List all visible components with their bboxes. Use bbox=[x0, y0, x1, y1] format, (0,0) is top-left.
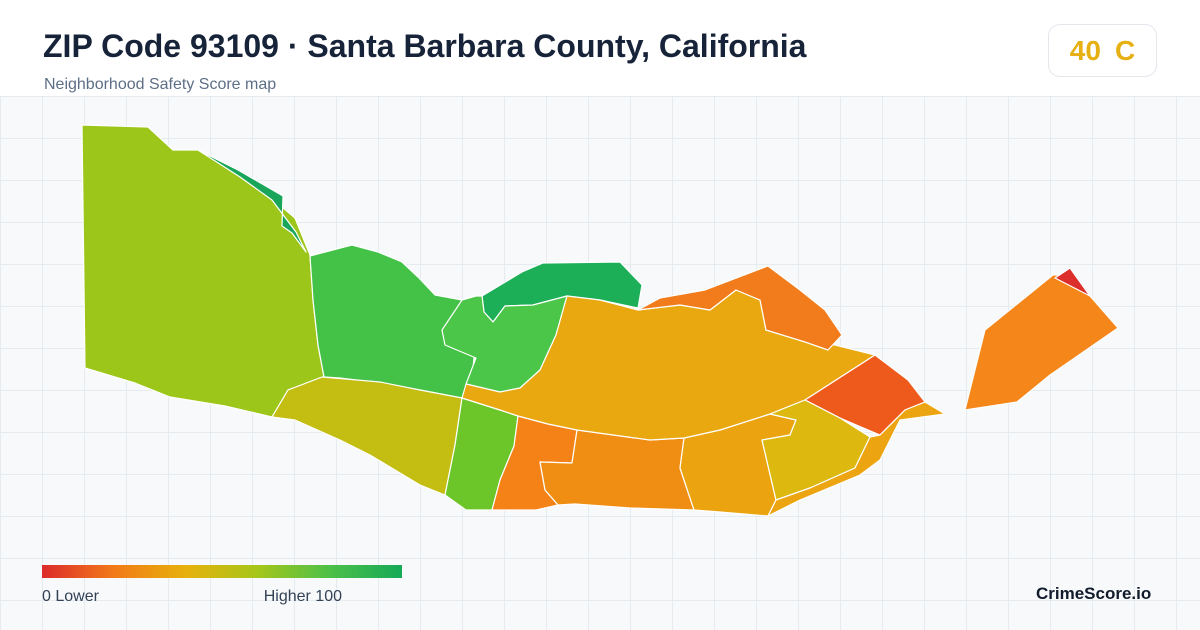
safety-score-value: 40 bbox=[1069, 34, 1101, 66]
map-region-east-tail[interactable] bbox=[767, 401, 946, 517]
map-region-far-west[interactable] bbox=[81, 124, 325, 418]
legend-color-scale bbox=[42, 565, 402, 578]
legend-high-label: Higher 100 bbox=[263, 588, 342, 605]
safety-grade: C bbox=[1114, 34, 1136, 66]
map-region-east-island-red-tip[interactable] bbox=[1054, 267, 1091, 297]
map-subtitle: Neighborhood Safety Score map bbox=[44, 76, 277, 93]
map-region-north-orange-band[interactable] bbox=[637, 265, 843, 351]
page-title: ZIP Code 93109 · Santa Barbara County, C… bbox=[43, 28, 807, 64]
legend-labels: 0 Lower Higher 100 bbox=[42, 588, 342, 606]
header-bar bbox=[0, 0, 1200, 96]
legend-low-label: 0 Lower bbox=[42, 588, 99, 605]
map-region-southwest-strip[interactable] bbox=[271, 376, 463, 496]
safety-score-badge: 40 C bbox=[1048, 24, 1157, 77]
brand-logo-text: CrimeScore.io bbox=[1036, 584, 1152, 603]
map-region-northwest-edge[interactable] bbox=[197, 149, 307, 253]
map-region-east-island-orange[interactable] bbox=[964, 274, 1119, 411]
